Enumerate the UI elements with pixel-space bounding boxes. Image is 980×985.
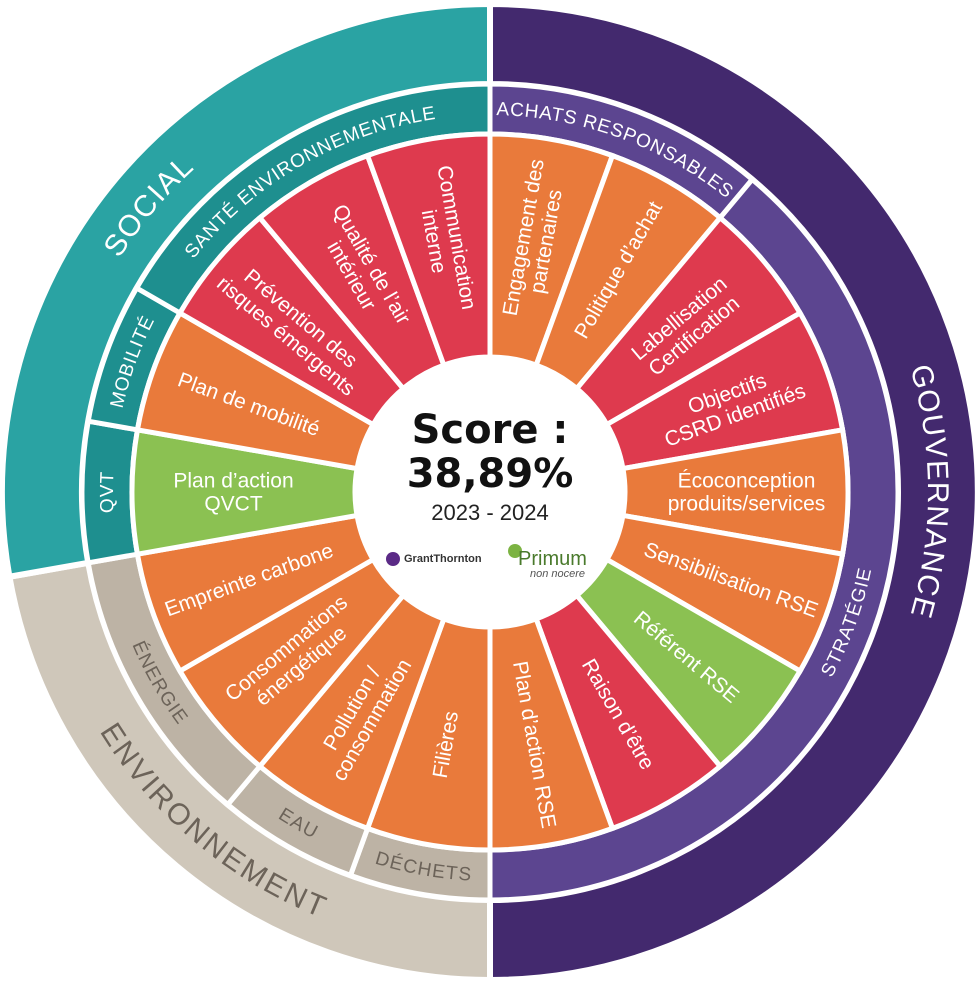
segment-label: produits/services bbox=[668, 493, 826, 516]
center-disc bbox=[355, 357, 625, 627]
segment-label: QVCT bbox=[204, 493, 263, 516]
segment-label: Plan d’action bbox=[173, 470, 293, 493]
subcategory-label-qvt: QVT bbox=[96, 471, 118, 514]
segment-ring bbox=[129, 131, 851, 853]
segment-label: Écoconception bbox=[678, 470, 816, 493]
